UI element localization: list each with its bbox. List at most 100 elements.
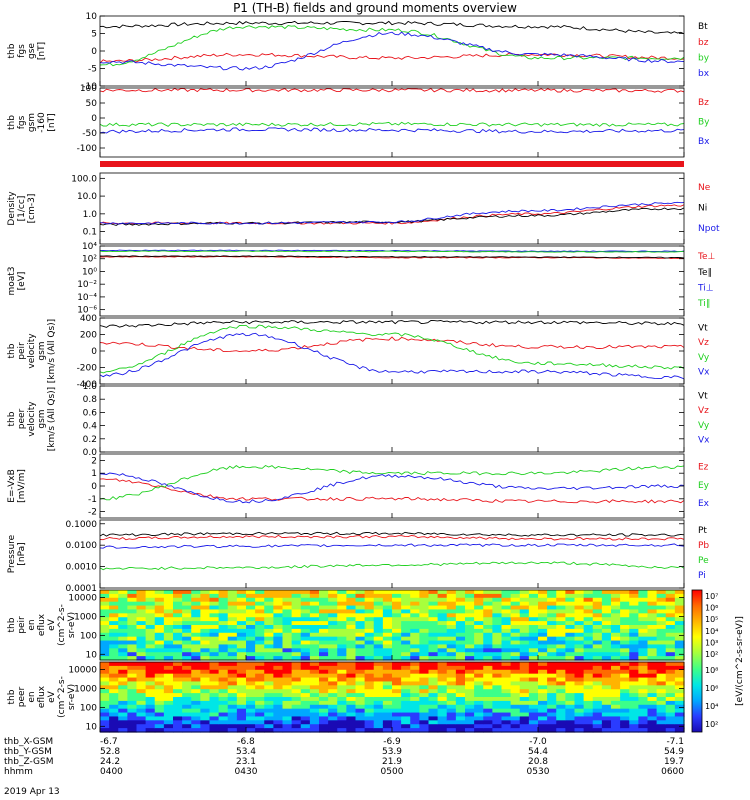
spectrogram-cell (364, 677, 375, 683)
spectrogram-cell (392, 652, 402, 657)
spectrogram-cell (510, 697, 521, 702)
spectrogram-cell (136, 597, 147, 603)
spectrogram-cell (100, 628, 110, 634)
spectrogram-cell (118, 597, 128, 603)
spectrogram-cell (656, 621, 667, 626)
spectrogram-cell (611, 720, 621, 725)
spectrogram-cell (611, 673, 621, 679)
spectrogram-cell (118, 601, 128, 607)
spectrogram-cell (519, 601, 530, 607)
spectrogram-cell (382, 720, 393, 725)
spectrogram-cell (328, 652, 338, 657)
colorbar-tick-label: 10⁵ (705, 615, 718, 624)
spectrogram-cell (282, 621, 293, 626)
spectrogram-cell (264, 697, 274, 702)
spectrogram-cell (373, 662, 384, 667)
spectrogram-cell (191, 689, 201, 694)
spectrogram-cell (446, 665, 457, 671)
y-axis-label: moat3 (7, 266, 17, 295)
spectrogram-cell (200, 601, 211, 607)
spectrogram-cell (446, 605, 457, 611)
spectrogram-cell (419, 609, 430, 614)
spectrogram-cell (346, 693, 357, 698)
y-axis-label: gse (27, 43, 37, 59)
spectrogram-cell (337, 605, 347, 611)
spectrogram-cell (291, 716, 302, 721)
spectrogram-cell (319, 648, 329, 653)
spectrogram-cell (154, 601, 165, 607)
spectrogram-cell (373, 632, 384, 638)
spectrogram-cell (483, 648, 493, 653)
spectrogram-cell (364, 724, 375, 729)
spectrogram-cell (665, 656, 676, 661)
footer-value: 54.4 (528, 747, 548, 757)
y-tick-label: 0.2 (83, 435, 97, 445)
spectrogram-cell (191, 708, 201, 714)
spectrogram-cell (364, 704, 375, 710)
spectrogram-cell (227, 628, 238, 634)
spectrogram-cell (392, 656, 402, 661)
spectrogram-cell (163, 644, 174, 649)
spectrogram-cell (455, 720, 466, 725)
spectrogram-cell (501, 712, 512, 718)
spectrogram-cell (611, 590, 621, 595)
spectrogram-cell (364, 720, 375, 725)
spectrogram-cell (519, 593, 530, 599)
spectrogram-cell (428, 601, 439, 607)
spectrogram-cell (328, 601, 338, 607)
spectrogram-cell (300, 648, 311, 653)
spectrogram-cell (592, 685, 603, 690)
spectrogram-cell (273, 609, 284, 614)
spectrogram-cell (218, 609, 229, 614)
spectrogram-cell (583, 613, 594, 618)
spectrogram-cell (282, 632, 293, 638)
spectrogram-cell (182, 697, 192, 702)
y-tick-label: 10000 (68, 594, 97, 604)
spectrogram-cell (373, 685, 384, 690)
spectrogram-cell (355, 652, 366, 657)
spectrogram-cell (337, 704, 347, 710)
spectrogram-cell (154, 617, 165, 622)
spectrogram-cell (246, 656, 256, 661)
spectrogram-cell (665, 708, 676, 714)
spectrogram-cell (547, 601, 557, 607)
spectrogram-cell (273, 656, 284, 661)
spectrogram-cell (255, 669, 265, 675)
spectrogram-cell (364, 712, 375, 718)
spectrogram-cell (346, 593, 357, 599)
spectrogram-cell (291, 652, 302, 657)
spectrogram-cell (127, 625, 138, 630)
spectrogram-cell (419, 597, 430, 603)
spectrogram-cell (629, 716, 639, 721)
footer-value: 0530 (527, 767, 550, 777)
spectrogram-cell (601, 632, 612, 638)
spectrogram-cell (601, 669, 612, 675)
spectrogram-cell (583, 597, 594, 603)
spectrogram-cell (574, 636, 585, 642)
colorbar-tick-label: 10⁶ (705, 684, 718, 693)
spectrogram-cell (620, 720, 630, 725)
spectrogram-cell (392, 593, 402, 599)
spectrogram-cell (273, 693, 284, 698)
series-bx-line (100, 31, 684, 71)
spectrogram-cell (501, 708, 512, 714)
spectrogram-cell (118, 613, 128, 618)
spectrogram-cell (382, 640, 393, 646)
spectrogram-cell (218, 681, 229, 686)
spectrogram-cell (154, 689, 165, 694)
spectrogram-cell (465, 681, 475, 686)
spectrogram-cell (127, 605, 138, 611)
spectrogram-cell (319, 693, 329, 698)
spectrogram-cell (638, 708, 649, 714)
spectrogram-cell (401, 609, 411, 614)
spectrogram-cell (583, 644, 594, 649)
spectrogram-cell (236, 625, 247, 630)
spectrogram-cell (474, 656, 484, 661)
spectrogram-cell (300, 681, 311, 686)
spectrogram-cell (145, 681, 156, 686)
spectrogram-cell (191, 636, 201, 642)
spectrogram-cell (173, 652, 183, 657)
spectrogram-cell (355, 597, 366, 603)
